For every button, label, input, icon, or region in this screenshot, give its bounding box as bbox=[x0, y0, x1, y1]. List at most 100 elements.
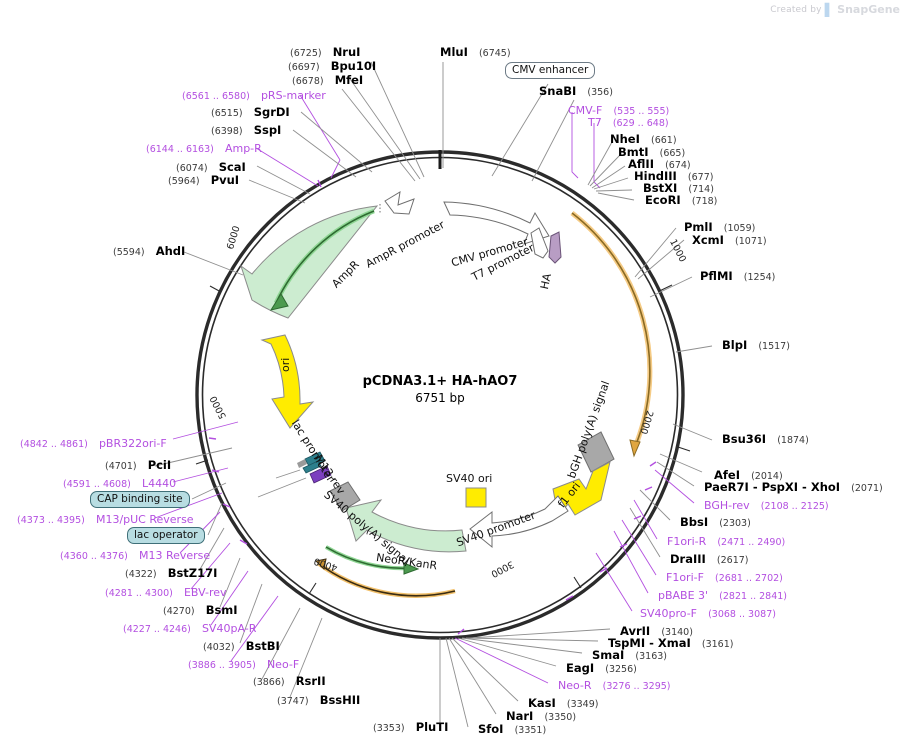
boxed-label-lac-operator[interactable]: lac operator bbox=[127, 527, 205, 545]
label-sfoi[interactable]: SfoI (3351) bbox=[478, 720, 546, 736]
label-f1ori-f[interactable]: F1ori-F (2681 .. 2702) bbox=[666, 568, 783, 584]
label-paer7i[interactable]: PaeR7I - PspXI - XhoI (2071) bbox=[704, 478, 883, 494]
label-bbsi[interactable]: BbsI (2303) bbox=[680, 513, 751, 529]
label-ecori[interactable]: EcoRI (718) bbox=[645, 191, 717, 207]
feature-m13-rev[interactable] bbox=[309, 465, 332, 484]
label-mlui[interactable]: MluI (6745) bbox=[440, 43, 511, 59]
enzyme-ecori: EcoRI bbox=[645, 193, 681, 207]
enzyme-bsu36i: Bsu36I bbox=[722, 432, 767, 446]
position-draiii: (2617) bbox=[716, 555, 749, 566]
primer-cmv-f: CMV-F bbox=[568, 104, 603, 117]
feature-sv40-promoter[interactable] bbox=[469, 495, 569, 549]
position-l4440: (4591 .. 4608) bbox=[63, 479, 131, 490]
label-sv40pro-f[interactable]: SV40pro-F (3068 .. 3087) bbox=[640, 604, 776, 620]
feature-t7-promoter[interactable] bbox=[530, 227, 549, 259]
label-bsshii[interactable]: (3747) BssHII bbox=[277, 691, 360, 707]
label-nari[interactable]: NarI (3350) bbox=[506, 707, 576, 723]
label-pluti[interactable]: (3353) PluTI bbox=[373, 718, 448, 734]
label-bmti[interactable]: BmtI (665) bbox=[618, 143, 685, 159]
label-bpu10i[interactable]: (6697) Bpu10I bbox=[288, 57, 376, 73]
feature-ampr-promoter[interactable] bbox=[379, 191, 415, 215]
label-nrui[interactable]: (6725) NruI bbox=[290, 43, 360, 59]
label-prs-marker[interactable]: (6561 .. 6580) pRS-marker bbox=[182, 86, 326, 102]
enzyme-bpu10i: Bpu10I bbox=[330, 59, 377, 73]
label-bstbi[interactable]: (4032) BstBI bbox=[203, 637, 280, 653]
label-ahdi[interactable]: (5594) AhdI bbox=[113, 242, 185, 258]
label-blpi[interactable]: BlpI (1517) bbox=[722, 336, 790, 352]
leader-lines-right-top bbox=[571, 112, 713, 441]
label-mfei[interactable]: (6678) MfeI bbox=[292, 71, 363, 87]
label-neo-r[interactable]: Neo-R (3276 .. 3295) bbox=[558, 676, 671, 692]
position-bpu10i: (6697) bbox=[288, 62, 320, 73]
label-sgrdi[interactable]: (6515) SgrDI bbox=[211, 103, 290, 119]
label-bsu36i[interactable]: Bsu36I (1874) bbox=[722, 430, 809, 446]
label-pflmi[interactable]: PflMI (1254) bbox=[700, 267, 775, 283]
primer-neo-f: Neo-F bbox=[266, 658, 300, 671]
primer-f1ori-f: F1ori-F bbox=[666, 571, 704, 584]
label-rsrii[interactable]: (3866) RsrII bbox=[253, 672, 326, 688]
feature-sv40-polya-signal[interactable] bbox=[329, 481, 361, 512]
label-pmli[interactable]: PmlI (1059) bbox=[684, 218, 755, 234]
primer-pbabe3: pBABE 3' bbox=[658, 589, 709, 602]
primer-m13puc-reverse: M13/pUC Reverse bbox=[95, 513, 194, 526]
label-tspmi[interactable]: TspMI - XmaI (3161) bbox=[608, 634, 733, 650]
label-neo-f[interactable]: (3886 .. 3905) Neo-F bbox=[188, 655, 299, 671]
watermark-brand: SnapGene bbox=[837, 3, 900, 16]
label-sv40pa-r[interactable]: (4227 .. 4246) SV40pA-R bbox=[123, 619, 256, 635]
label-snabi[interactable]: SnaBI (356) bbox=[539, 82, 613, 98]
label-hindiii[interactable]: HindIII (677) bbox=[634, 167, 713, 183]
label-bstxi[interactable]: BstXI (714) bbox=[643, 179, 714, 195]
position-tspmi: (3161) bbox=[701, 639, 734, 650]
feature-lac-promoter[interactable] bbox=[302, 451, 326, 474]
label-l4440[interactable]: (4591 .. 4608) L4440 bbox=[63, 474, 176, 490]
label-bsmi[interactable]: (4270) BsmI bbox=[163, 601, 238, 617]
label-cmv-f[interactable]: CMV-F (535 .. 555) bbox=[568, 101, 669, 117]
label-xcmi[interactable]: XcmI (1071) bbox=[692, 231, 767, 247]
feature-ha[interactable] bbox=[548, 231, 562, 264]
label-t7[interactable]: T7 (629 .. 648) bbox=[588, 113, 669, 129]
feature-neor-kanr[interactable] bbox=[314, 499, 467, 598]
feature-ampr[interactable] bbox=[240, 205, 379, 319]
label-bgh-rev[interactable]: BGH-rev (2108 .. 2125) bbox=[704, 496, 829, 512]
label-m13-reverse[interactable]: (4360 .. 4376) M13 Reverse bbox=[60, 546, 210, 562]
boxed-label-cmv-enhancer[interactable]: CMV enhancer bbox=[505, 62, 596, 80]
label-aflii[interactable]: AflII (674) bbox=[628, 155, 691, 171]
label-kasi[interactable]: KasI (3349) bbox=[528, 694, 598, 710]
label-avrii[interactable]: AvrII (3140) bbox=[620, 622, 693, 638]
feature-ori[interactable] bbox=[260, 334, 315, 429]
label-nhei[interactable]: NheI (661) bbox=[610, 130, 677, 146]
label-sspi[interactable]: (6398) SspI bbox=[211, 121, 281, 137]
position-bsmi: (4270) bbox=[163, 606, 195, 617]
position-amp-r: (6144 .. 6163) bbox=[146, 144, 214, 155]
watermark-prefix: Created by bbox=[770, 4, 822, 15]
position-pbabe3: (2821 .. 2841) bbox=[719, 591, 788, 602]
label-afei[interactable]: AfeI (2014) bbox=[714, 466, 783, 482]
label-eagi[interactable]: EagI (3256) bbox=[566, 659, 637, 675]
position-bstxi: (714) bbox=[688, 184, 714, 195]
feature-insert-arc[interactable] bbox=[570, 211, 653, 458]
boxed-label-cap-binding-site[interactable]: CAP binding site bbox=[90, 491, 190, 509]
leader-lines-left bbox=[154, 421, 441, 724]
snapgene-leaf-icon: ▌ bbox=[824, 2, 835, 17]
position-f1ori-f: (2681 .. 2702) bbox=[715, 573, 783, 584]
label-pcii[interactable]: (4701) PciI bbox=[105, 456, 171, 472]
feature-sv40-ori[interactable] bbox=[465, 487, 487, 508]
label-ebv-rev[interactable]: (4281 .. 4300) EBV-rev bbox=[105, 583, 227, 599]
label-pbr322ori-f[interactable]: (4842 .. 4861) pBR322ori-F bbox=[20, 434, 167, 450]
label-bstz17i[interactable]: (4322) BstZ17I bbox=[125, 564, 217, 580]
position-m13-reverse: (4360 .. 4376) bbox=[60, 551, 128, 562]
label-amp-r[interactable]: (6144 .. 6163) Amp-R bbox=[146, 139, 262, 155]
label-pbabe3[interactable]: pBABE 3' (2821 .. 2841) bbox=[658, 586, 787, 602]
label-pvui[interactable]: (5964) PvuI bbox=[168, 171, 239, 187]
position-sfoi: (3351) bbox=[514, 725, 547, 736]
label-m13puc-reverse[interactable]: (4373 .. 4395) M13/pUC Reverse bbox=[17, 510, 194, 526]
label-scai[interactable]: (6074) ScaI bbox=[176, 158, 246, 174]
feature-bgh-polya-signal[interactable] bbox=[577, 431, 615, 473]
label-f1ori-r[interactable]: F1ori-R (2471 .. 2490) bbox=[667, 532, 785, 548]
enzyme-sgrdi: SgrDI bbox=[253, 105, 290, 119]
label-smai[interactable]: SmaI (3163) bbox=[592, 646, 667, 662]
label-draiii[interactable]: DraIII (2617) bbox=[670, 550, 749, 566]
position-blpi: (1517) bbox=[758, 341, 790, 352]
